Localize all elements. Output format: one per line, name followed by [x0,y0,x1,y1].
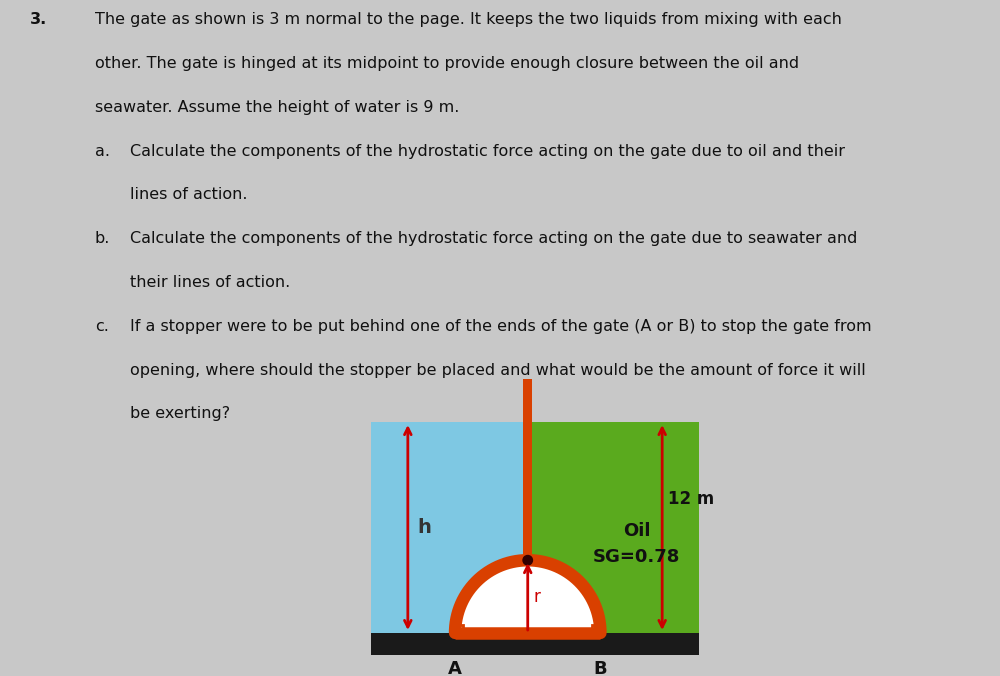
Polygon shape [371,422,528,633]
Text: b.: b. [95,231,110,246]
Polygon shape [528,422,699,633]
Bar [455,625,463,633]
Text: Oil: Oil [623,522,650,540]
Text: other. The gate is hinged at its midpoint to provide enough closure between the : other. The gate is hinged at its midpoin… [95,56,799,71]
Text: Calculate the components of the hydrostatic force acting on the gate due to seaw: Calculate the components of the hydrosta… [130,231,857,246]
Text: 12 m: 12 m [668,490,714,508]
Text: their lines of action.: their lines of action. [130,275,290,290]
Text: B: B [594,660,607,676]
Text: c.: c. [95,319,109,334]
Text: be exerting?: be exerting? [130,406,230,421]
Text: SG=0.78: SG=0.78 [593,548,680,566]
Text: r: r [533,587,540,606]
Text: lines of action.: lines of action. [130,187,248,202]
Text: opening, where should the stopper be placed and what would be the amount of forc: opening, where should the stopper be pla… [130,362,866,378]
Bar [371,633,699,654]
Text: 3.: 3. [30,12,47,27]
Bar [592,625,600,633]
Polygon shape [455,560,600,633]
Bar [523,379,532,560]
Circle shape [523,556,532,565]
Text: The gate as shown is 3 m normal to the page. It keeps the two liquids from mixin: The gate as shown is 3 m normal to the p… [95,12,842,27]
Text: a.: a. [95,143,110,159]
Text: Calculate the components of the hydrostatic force acting on the gate due to oil : Calculate the components of the hydrosta… [130,143,845,159]
Text: A: A [448,660,462,676]
Text: If a stopper were to be put behind one of the ends of the gate (A or B) to stop : If a stopper were to be put behind one o… [130,319,872,334]
Text: h: h [417,518,431,537]
Text: seawater. Assume the height of water is 9 m.: seawater. Assume the height of water is … [95,100,459,115]
